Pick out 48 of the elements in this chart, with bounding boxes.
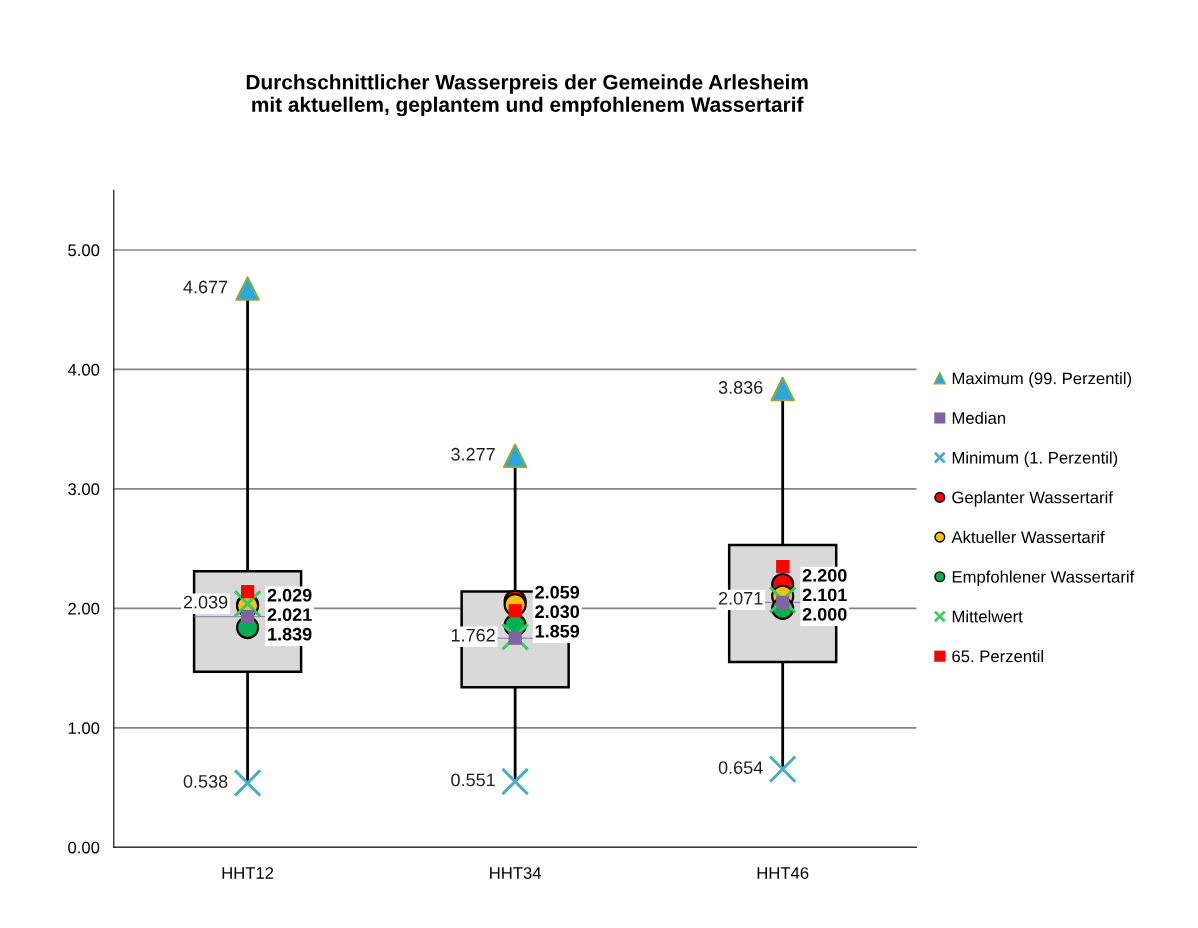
- data-label: 1.762: [451, 628, 495, 642]
- y-tick-label: 5.00: [68, 244, 100, 257]
- legend-label: Geplanter Wassertarif: [952, 491, 1113, 507]
- data-label: 4.677: [183, 280, 228, 294]
- point: [502, 443, 528, 469]
- data-label: 2.200: [802, 568, 847, 582]
- legend-label: 65. Perzentil: [952, 649, 1043, 663]
- legend-label: Empfohlener Wassertarif: [952, 570, 1135, 587]
- data-label: 0.538: [183, 775, 228, 788]
- data-label: 2.000: [802, 607, 847, 621]
- legend-label: Maximum (99. Perzentil): [952, 372, 1132, 388]
- data-label: 0.654: [718, 761, 763, 774]
- point: [776, 559, 790, 574]
- data-label: 2.059: [535, 585, 580, 599]
- data-label: 2.101: [802, 588, 847, 602]
- data-label: 3.836: [718, 381, 763, 394]
- point: [233, 768, 262, 798]
- x-tick-label: HHT12: [222, 867, 274, 879]
- point: [768, 585, 797, 615]
- data-label: 2.039: [183, 595, 228, 609]
- data-label: 1.839: [268, 627, 312, 641]
- point: [241, 610, 255, 624]
- point: [770, 376, 795, 402]
- chart-title: Durchschnittlicher Wasserpreis der Gemeinde Arlesheim mit aktuellem, geplantem und empfohlenem Wassertarif: [246, 74, 808, 117]
- y-tick-label: 0.00: [68, 841, 100, 854]
- legend-label: Minimum (1. Perzentil): [952, 451, 1118, 467]
- point: [241, 585, 255, 599]
- y-tick-label: 4.00: [67, 363, 100, 376]
- y-tick-label: 2.00: [68, 602, 100, 615]
- point: [501, 767, 530, 796]
- y-tick-label: 3.00: [68, 483, 100, 496]
- x-tick-label: HHT46: [757, 867, 809, 879]
- x-tick-label: HHT34: [490, 867, 542, 879]
- legend-label: Aktueller Wassertarif: [951, 530, 1105, 544]
- point: [233, 589, 262, 618]
- y-tick-label: 1.00: [68, 722, 100, 735]
- data-label: 0.551: [451, 773, 495, 787]
- data-label: 2.071: [718, 591, 763, 605]
- data-label: 1.859: [535, 624, 580, 638]
- legend-label: Median: [952, 411, 1006, 424]
- point: [235, 276, 260, 301]
- legend-label: Mittelwert: [952, 610, 1023, 623]
- point: [508, 631, 522, 645]
- data-label: 3.277: [451, 447, 495, 461]
- data-label: 2.021: [267, 608, 312, 622]
- data-label: 2.029: [267, 588, 312, 602]
- data-label: 2.030: [535, 605, 580, 619]
- point: [768, 754, 797, 784]
